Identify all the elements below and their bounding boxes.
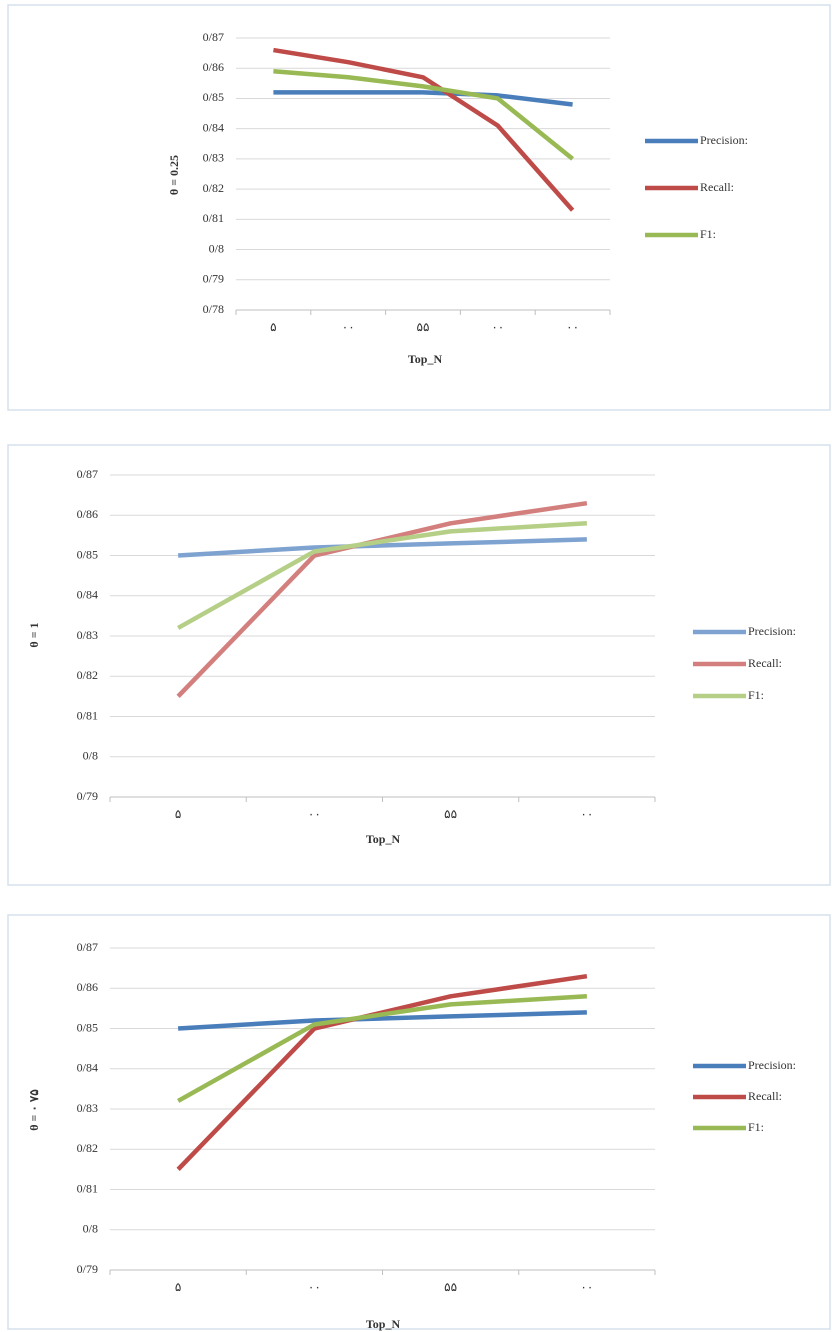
legend-label: Recall:	[748, 656, 782, 670]
y-tick-label: 0/87	[203, 30, 224, 44]
x-tick-label: ۰۰	[491, 320, 504, 334]
x-tick-label: ۵۵	[417, 320, 430, 334]
x-tick-label: ۰۰	[308, 1280, 321, 1294]
chart-frame	[7, 4, 831, 411]
y-tick-label: 0/87	[77, 940, 98, 954]
y-tick-label: 0/84	[203, 120, 224, 134]
y-tick-label: 0/85	[77, 1020, 98, 1034]
data-line	[273, 47, 575, 212]
x-axis-title: Top_N	[408, 352, 443, 366]
y-tick-label: 0/86	[77, 980, 98, 994]
y-tick-label: 0/8	[209, 241, 224, 255]
data-line	[273, 69, 575, 161]
y-tick-label: 0/81	[77, 1181, 98, 1195]
x-tick-label: ۵	[175, 807, 181, 821]
x-tick-label: ۰۰	[308, 807, 321, 821]
data-line	[177, 537, 587, 558]
legend-label: F1:	[748, 1120, 764, 1134]
y-tick-label: 0/79	[77, 1262, 98, 1276]
y-tick-label: 0/84	[77, 1061, 98, 1075]
legend-label: Recall:	[700, 180, 734, 194]
y-tick-label: 0/85	[77, 547, 98, 561]
y-tick-label: 0/82	[77, 1141, 98, 1155]
x-tick-label: ۵	[175, 1280, 181, 1294]
data-line	[273, 90, 573, 107]
legend-label: Precision:	[700, 133, 748, 147]
y-tick-label: 0/84	[77, 588, 98, 602]
y-tick-label: 0/86	[77, 507, 98, 521]
y-tick-label: 0/8	[83, 1222, 98, 1236]
y-axis-title: θ = 1	[27, 622, 41, 647]
y-tick-label: 0/79	[203, 272, 224, 286]
y-tick-label: 0/78	[203, 302, 224, 316]
data-line	[177, 994, 588, 1103]
x-tick-label: ۰۰	[580, 807, 593, 821]
x-tick-label: ۵۵	[444, 807, 457, 821]
y-axis-title: θ = 0.25	[167, 155, 181, 195]
y-tick-label: 0/79	[77, 789, 98, 803]
x-tick-label: ۰۰	[342, 320, 355, 334]
x-tick-label: ۰۰	[566, 320, 579, 334]
legend-label: F1:	[748, 688, 764, 702]
x-tick-label: ۵	[270, 320, 276, 334]
data-line	[176, 500, 588, 698]
data-line	[177, 1010, 587, 1031]
y-tick-label: 0/83	[77, 1101, 98, 1115]
chart-frame	[7, 444, 831, 886]
y-tick-label: 0/83	[77, 628, 98, 642]
x-axis-title: Top_N	[366, 832, 401, 846]
y-tick-label: 0/85	[203, 90, 224, 104]
legend-label: F1:	[700, 227, 716, 241]
x-tick-label: ۵۵	[444, 1280, 457, 1294]
y-tick-label: 0/87	[77, 467, 98, 481]
chart-frame	[7, 914, 831, 1330]
legend-label: Recall:	[748, 1089, 782, 1103]
y-tick-label: 0/81	[203, 211, 224, 225]
x-tick-label: ۰۰	[580, 1280, 593, 1294]
y-tick-label: 0/82	[203, 181, 224, 195]
legend-label: Precision:	[748, 1058, 796, 1072]
x-axis-title: Top_N	[366, 1317, 401, 1331]
data-line	[176, 973, 588, 1171]
data-line	[177, 521, 588, 630]
y-tick-label: 0/86	[203, 60, 224, 74]
y-tick-label: 0/83	[203, 151, 224, 165]
legend-label: Precision:	[748, 624, 796, 638]
y-axis-title: θ = ۰ ۷۵	[27, 1089, 41, 1131]
y-tick-label: 0/82	[77, 668, 98, 682]
y-tick-label: 0/8	[83, 749, 98, 763]
y-tick-label: 0/81	[77, 708, 98, 722]
